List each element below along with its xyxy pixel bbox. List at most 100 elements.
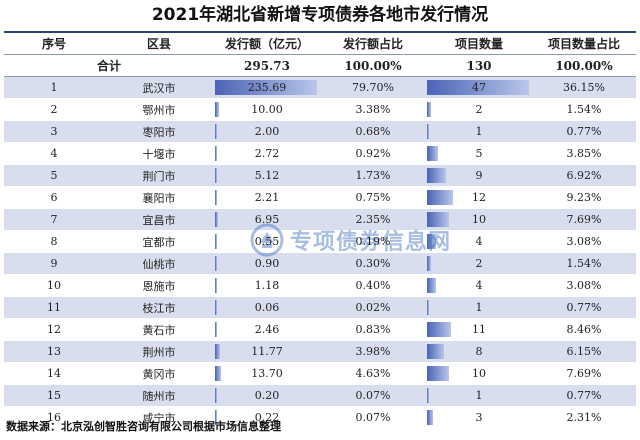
row-region: 黄冈市	[104, 362, 214, 385]
row-no-text: 2	[50, 103, 58, 116]
row-amount-bar	[215, 234, 217, 249]
row-amount: 5.12	[214, 164, 320, 187]
row-projects-bar	[427, 300, 430, 315]
row-projects-bar	[427, 366, 449, 381]
row-amount-bar	[215, 344, 221, 359]
row-amount-pct: 0.68%	[320, 120, 426, 143]
row-no-text: 14	[47, 367, 61, 380]
row-amount-text: 0.20	[254, 389, 280, 402]
row-amount-pct: 0.75%	[320, 186, 426, 209]
row-amount: 0.55	[214, 230, 320, 253]
row-projects-pct-text: 8.46%	[566, 323, 602, 336]
row-amount-text: 2.21	[254, 191, 280, 204]
row-amount-text: 11.77	[251, 345, 283, 358]
header-amount-pct: 发行额占比	[320, 31, 426, 55]
row-region: 宜都市	[104, 230, 214, 253]
row-no-text: 6	[50, 191, 58, 204]
row-projects-bar	[427, 256, 432, 271]
row-projects-bar	[427, 124, 430, 139]
row-projects-pct-text: 1.54%	[566, 103, 602, 116]
bond-issuance-table: 序号 区县 发行额（亿元） 发行额占比 项目数量 项目数量占比 合计 295.7…	[4, 31, 636, 429]
total-projects: 130	[426, 54, 532, 77]
row-no-text: 5	[50, 169, 58, 182]
row-no: 7	[4, 208, 104, 231]
row-projects-bar	[427, 212, 449, 227]
row-amount-pct-text: 0.07%	[355, 389, 391, 402]
row-amount-pct: 0.30%	[320, 252, 426, 275]
row-region-text: 恩施市	[142, 279, 176, 293]
table-row: 15 随州市 0.20 0.07% 1 0.77%	[4, 384, 636, 407]
row-projects-bar	[427, 146, 438, 161]
row-region: 宜昌市	[104, 208, 214, 231]
row-region: 恩施市	[104, 274, 214, 297]
row-projects-pct: 3.85%	[532, 142, 636, 165]
row-projects-bar	[427, 80, 529, 95]
row-projects: 12	[426, 186, 532, 209]
row-region: 荆州市	[104, 340, 214, 363]
row-projects-pct: 7.69%	[532, 208, 636, 231]
row-region-text: 仙桃市	[142, 257, 176, 271]
row-projects-bar	[427, 410, 434, 425]
row-amount-bar	[215, 322, 217, 337]
row-amount-bar	[215, 256, 217, 271]
row-amount-bar	[215, 146, 217, 161]
row-amount-text: 0.06	[254, 301, 280, 314]
row-no: 6	[4, 186, 104, 209]
row-projects-text: 1	[475, 389, 483, 402]
table-row: 13 荆州市 11.77 3.98% 8 6.15%	[4, 340, 636, 363]
row-projects-pct: 8.46%	[532, 318, 636, 341]
row-region-text: 黄冈市	[142, 367, 176, 381]
row-no-text: 15	[47, 389, 61, 402]
row-projects-pct: 0.77%	[532, 384, 636, 407]
table-row: 9 仙桃市 0.90 0.30% 2 1.54%	[4, 252, 636, 275]
row-projects-pct: 0.77%	[532, 296, 636, 319]
row-amount-pct: 0.02%	[320, 296, 426, 319]
table-row: 3 枣阳市 2.00 0.68% 1 0.77%	[4, 120, 636, 143]
header-no: 序号	[4, 31, 104, 55]
row-amount: 6.95	[214, 208, 320, 231]
row-projects: 4	[426, 230, 532, 253]
row-region-text: 黄石市	[142, 323, 176, 337]
row-amount-text: 6.95	[254, 213, 280, 226]
table-row: 4 十堰市 2.72 0.92% 5 3.85%	[4, 142, 636, 165]
row-projects: 3	[426, 406, 532, 429]
row-no-text: 16	[47, 411, 61, 424]
row-projects-text: 12	[472, 191, 486, 204]
row-projects: 10	[426, 362, 532, 385]
row-amount-pct: 0.19%	[320, 230, 426, 253]
row-region: 武汉市	[104, 76, 214, 99]
row-amount-pct-text: 0.07%	[355, 411, 391, 424]
table-title: 2021年湖北省新增专项债券各地市发行情况	[151, 5, 489, 25]
row-projects-text: 1	[475, 125, 483, 138]
row-region: 随州市	[104, 384, 214, 407]
row-projects-text: 47	[472, 81, 486, 94]
table-row: 5 荆门市 5.12 1.73% 9 6.92%	[4, 164, 636, 187]
row-amount-pct-text: 0.92%	[355, 147, 391, 160]
row-projects-pct-text: 0.77%	[566, 389, 602, 402]
row-amount: 0.22	[214, 406, 320, 429]
row-amount-bar	[215, 168, 218, 183]
row-no-text: 10	[47, 279, 61, 292]
row-projects-text: 9	[475, 169, 483, 182]
row-no: 14	[4, 362, 104, 385]
row-no: 13	[4, 340, 104, 363]
row-region-text: 枣阳市	[142, 125, 176, 139]
row-amount-bar	[215, 124, 217, 139]
table-row: 7 宜昌市 6.95 2.35% 10 7.69%	[4, 208, 636, 231]
row-amount-pct-text: 3.38%	[355, 103, 391, 116]
row-amount-pct: 0.83%	[320, 318, 426, 341]
row-amount-bar	[215, 388, 217, 403]
row-projects-pct: 1.54%	[532, 98, 636, 121]
header-projects: 项目数量	[426, 31, 532, 55]
row-region-text: 武汉市	[142, 81, 176, 95]
row-amount-text: 5.12	[254, 169, 280, 182]
row-region-text: 十堰市	[142, 147, 176, 161]
row-no: 11	[4, 296, 104, 319]
header-projects-pct: 项目数量占比	[532, 31, 636, 55]
row-projects-pct: 36.15%	[532, 76, 636, 99]
total-row: 合计 295.73 100.00% 130 100.00%	[4, 54, 636, 77]
row-amount-bar	[215, 80, 317, 95]
row-amount-bar	[215, 212, 218, 227]
row-no-text: 3	[50, 125, 58, 138]
row-projects-text: 2	[475, 103, 483, 116]
